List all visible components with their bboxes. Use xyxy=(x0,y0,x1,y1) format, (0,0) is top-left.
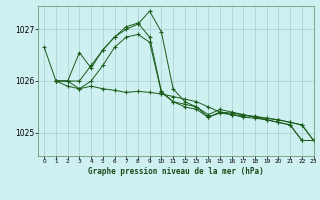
X-axis label: Graphe pression niveau de la mer (hPa): Graphe pression niveau de la mer (hPa) xyxy=(88,167,264,176)
